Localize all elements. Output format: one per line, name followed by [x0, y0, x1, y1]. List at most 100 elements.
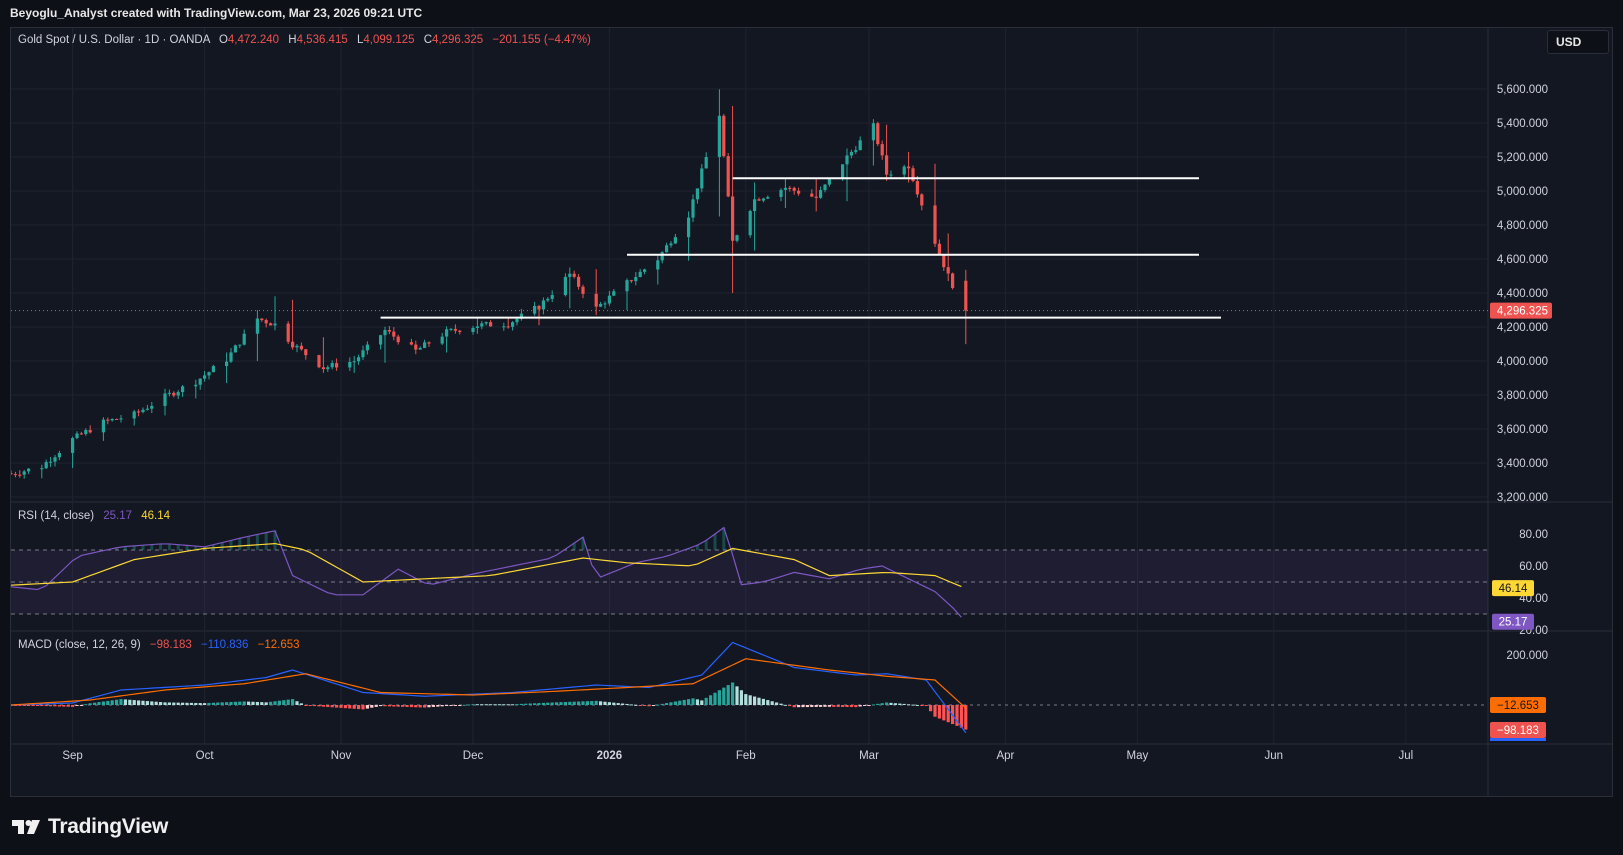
macd-histogram-bar	[396, 705, 400, 707]
macd-histogram-bar	[845, 705, 849, 708]
macd-histogram-bar	[431, 705, 435, 707]
macd-histogram-bar	[942, 705, 946, 721]
last-price-badge	[1490, 302, 1552, 319]
candle-body	[423, 342, 427, 348]
candle-body	[304, 349, 308, 356]
time-axis-label: Oct	[196, 750, 215, 762]
macd-line	[11, 641, 967, 734]
macd-histogram-bar	[929, 705, 933, 712]
candle-body	[440, 336, 444, 344]
candle-body	[700, 168, 704, 189]
candle-body	[211, 366, 215, 373]
candle-body	[207, 372, 211, 376]
candle-body	[57, 452, 61, 458]
candle-body	[167, 392, 171, 394]
candle-body	[858, 140, 862, 151]
candle-body	[854, 150, 858, 152]
candle-body	[194, 384, 198, 387]
macd-histogram-bar	[189, 702, 193, 705]
macd-histogram-bar	[933, 705, 937, 717]
currency-button[interactable]: USD	[1547, 30, 1609, 54]
candle-body	[634, 277, 638, 282]
macd-legend[interactable]: MACD (close, 12, 26, 9) −98.183 −110.836…	[18, 639, 300, 651]
candle-body	[643, 269, 647, 272]
candle-body	[911, 168, 915, 182]
macd-histogram-bar	[484, 704, 488, 706]
candle-body	[106, 419, 110, 421]
macd-histogram-bar	[506, 704, 510, 706]
candle-body	[757, 199, 761, 201]
candle-body	[572, 273, 576, 277]
macd-histogram-bar	[238, 701, 242, 705]
macd-histogram-bar	[744, 694, 748, 705]
macd-histogram-bar	[577, 701, 581, 705]
price-axis-label: 3,800.000	[1497, 390, 1548, 402]
macd-histogram-bar	[216, 702, 220, 705]
macd-histogram-bar	[876, 703, 880, 705]
candle-body	[546, 298, 550, 301]
candle-body	[515, 318, 519, 323]
candle-body	[198, 378, 202, 385]
candle-body	[317, 355, 321, 368]
chart-canvas[interactable]: 5,600.000 5,400.000 5,200.000 5,000.000 4,80…	[11, 28, 1612, 796]
macd-histogram-bar	[449, 705, 453, 706]
macd-histogram-bar	[115, 699, 119, 705]
macd-histogram-bar	[647, 705, 651, 707]
macd-histogram-bar	[849, 705, 853, 708]
tradingview-logo[interactable]: TradingView	[12, 815, 168, 839]
macd-histogram-bar	[805, 705, 809, 708]
candle-body	[361, 350, 365, 358]
candle-body	[656, 260, 660, 270]
macd-histogram-bar	[53, 705, 57, 707]
candle-body	[414, 344, 418, 350]
macd-histogram-bar	[836, 705, 840, 707]
candle-body	[885, 155, 889, 175]
macd-histogram-bar	[379, 705, 383, 707]
macd-histogram-bar	[405, 705, 409, 707]
candle-body	[629, 280, 633, 282]
macd-histogram-bar	[832, 705, 836, 707]
macd-histogram-bar	[370, 705, 374, 708]
time-axis-label: May	[1127, 750, 1149, 762]
chart-frame[interactable]: 5,600.000 5,400.000 5,200.000 5,000.000 4,80…	[10, 27, 1613, 797]
macd-histogram-bar	[550, 702, 554, 705]
macd-histogram-bar	[660, 703, 664, 705]
macd-histogram-bar	[357, 705, 361, 710]
candle-body	[550, 295, 554, 299]
macd-histogram-bar	[599, 701, 603, 705]
macd-histogram-bar	[704, 697, 708, 705]
price-axis-label: 4,800.000	[1497, 220, 1548, 232]
macd-histogram-bar	[445, 705, 449, 707]
macd-histogram-bar	[669, 702, 673, 705]
candle-body	[286, 323, 290, 342]
symbol-legend[interactable]: Gold Spot / U.S. Dollar · 1D · OANDA O4,…	[18, 34, 591, 46]
macd-hist-value: −98.183	[149, 639, 192, 651]
low-value: 4,099.125	[363, 34, 415, 46]
macd-histogram-bar	[607, 702, 611, 705]
macd-histogram-bar	[656, 704, 660, 706]
time-axis-label: Feb	[736, 750, 756, 762]
macd-histogram-bar	[123, 699, 127, 705]
price-axis-label: 4,000.000	[1497, 356, 1548, 368]
candle-body	[731, 196, 735, 241]
macd-histogram-bar	[915, 704, 919, 706]
candle-body	[907, 166, 911, 169]
macd-histogram-bar	[880, 703, 884, 705]
macd-histogram-bar	[858, 705, 862, 707]
macd-histogram-bar	[524, 703, 528, 705]
macd-histogram-bar	[273, 701, 277, 705]
macd-histogram-bar	[788, 705, 792, 707]
candle-body	[273, 323, 277, 326]
candle-body	[937, 243, 941, 255]
macd-histogram-bar	[515, 704, 519, 706]
rsi-legend[interactable]: RSI (14, close) 25.17 46.14	[18, 510, 170, 522]
macd-line-value: −110.836	[201, 639, 249, 651]
candle-body	[418, 347, 422, 350]
macd-histogram-bar	[304, 705, 308, 706]
candle-body	[22, 471, 26, 475]
chart-attribution: Beyoglu_Analyst created with TradingView…	[10, 6, 423, 20]
candle-body	[88, 430, 92, 433]
candle-body	[814, 196, 818, 198]
macd-histogram-bar	[731, 682, 735, 705]
price-axis-label: 3,400.000	[1497, 458, 1548, 470]
